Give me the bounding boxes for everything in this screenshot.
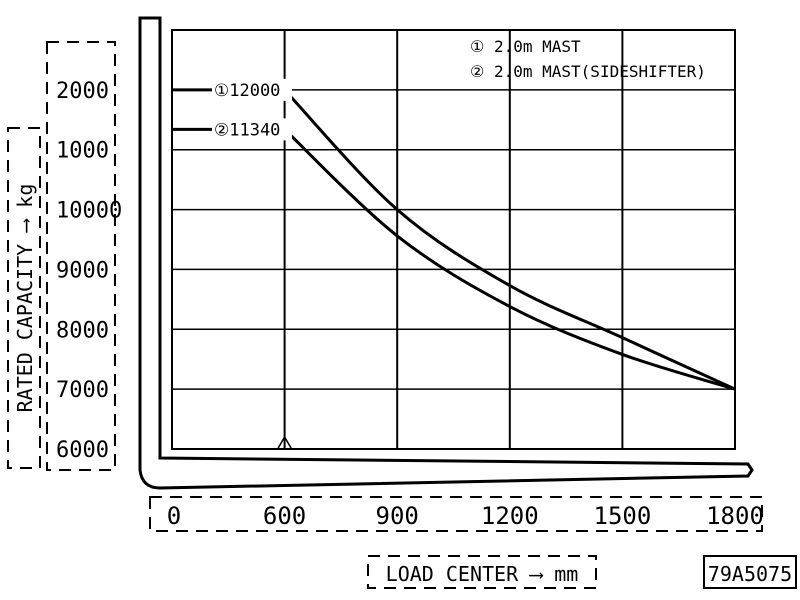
series-annotation-2: ②11340 xyxy=(214,120,280,140)
y-tick-label: 8000 xyxy=(56,318,109,343)
series-line-2 xyxy=(172,127,736,391)
drawing-code: 79A5075 xyxy=(708,562,792,586)
y-tick-frame xyxy=(46,41,116,471)
y-tick-label: 10000 xyxy=(56,199,122,224)
legend: ① 2.0m MAST ② 2.0m MAST(SIDESHIFTER) xyxy=(470,37,706,81)
fork-outline xyxy=(138,16,754,490)
load-center-marker xyxy=(276,435,293,450)
legend-item-1: ① 2.0m MAST xyxy=(470,37,581,56)
x-tick-label: 1800 xyxy=(706,502,764,530)
annotation-bg-2 xyxy=(212,118,292,141)
code-frame xyxy=(703,555,797,589)
y-tick-label: 9000 xyxy=(56,258,109,283)
annotation-bg-1 xyxy=(212,78,292,101)
y-tick-label: 2000 xyxy=(56,79,109,104)
y-tick-label: 7000 xyxy=(56,378,109,403)
y-tick-label: 1000 xyxy=(56,139,109,164)
x-tick-label: 0 xyxy=(167,502,181,530)
x-axis-label: LOAD CENTER ⟶ mm xyxy=(386,562,579,586)
legend-item-2: ② 2.0m MAST(SIDESHIFTER) xyxy=(470,62,706,81)
series-line-1 xyxy=(172,88,736,391)
ylabel-frame xyxy=(7,127,41,469)
x-tick-label: 900 xyxy=(376,502,419,530)
x-tick-frame xyxy=(149,496,763,532)
x-tick-label: 1200 xyxy=(481,502,539,530)
plot-border xyxy=(171,29,736,450)
xlabel-frame xyxy=(367,555,597,589)
y-tick-label: 6000 xyxy=(56,438,109,463)
y-axis-label: RATED CAPACITY ⟶ kg xyxy=(13,184,37,413)
x-tick-label: 600 xyxy=(263,502,306,530)
plot-area: ①12000 ②11340 xyxy=(171,29,736,450)
series-annotation-1: ①12000 xyxy=(214,81,280,101)
x-tick-label: 1500 xyxy=(594,502,652,530)
